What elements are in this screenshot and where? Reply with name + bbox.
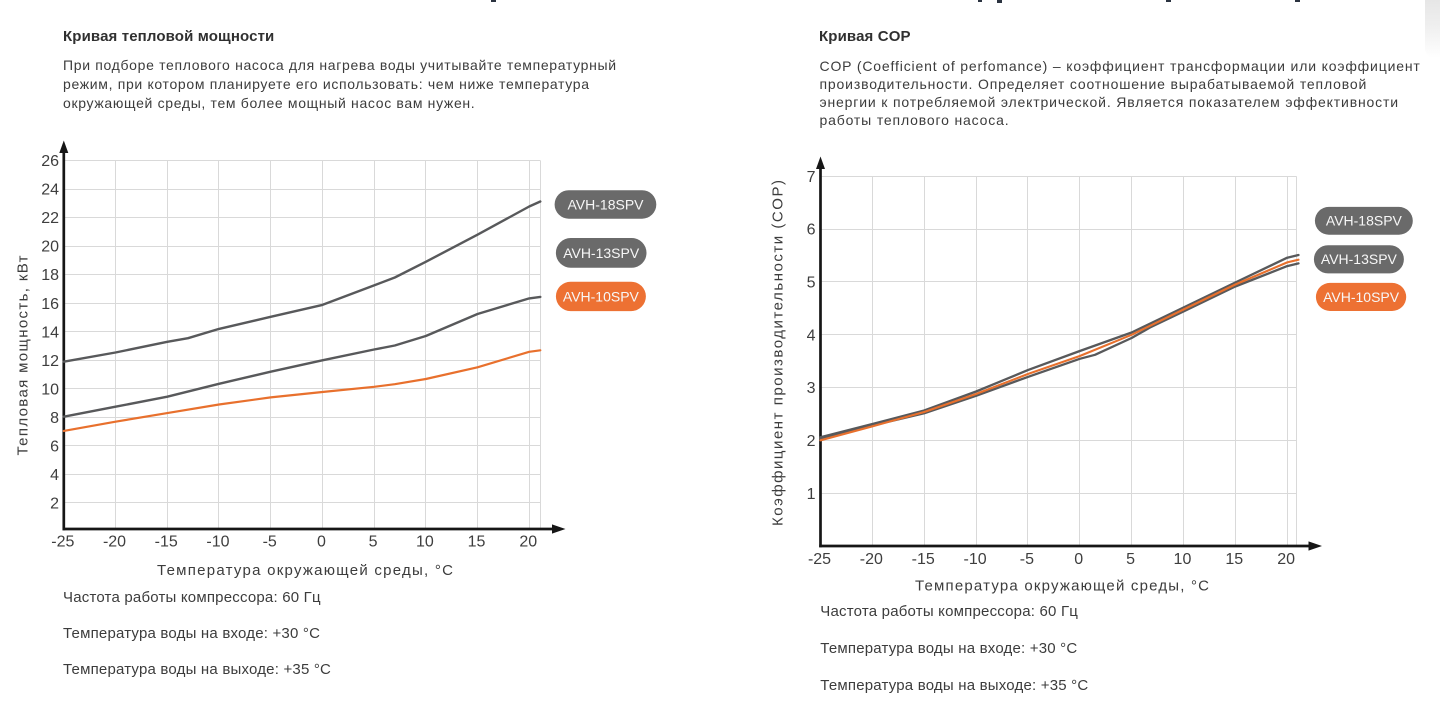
- svg-text:5: 5: [1126, 551, 1135, 568]
- svg-text:Тепловая мощность, кВт: Тепловая мощность, кВт: [15, 255, 32, 455]
- svg-text:-10: -10: [963, 551, 986, 568]
- svg-text:-15: -15: [155, 533, 178, 550]
- svg-text:Температура окружающей среды,: Температура окружающей среды, °C: [157, 562, 453, 579]
- svg-text:20: 20: [1277, 551, 1295, 568]
- svg-text:8: 8: [50, 410, 59, 427]
- svg-text:AVH-10SPV: AVH-10SPV: [563, 288, 640, 304]
- svg-text:5: 5: [369, 533, 378, 550]
- svg-text:0: 0: [317, 533, 326, 550]
- svg-text:26: 26: [41, 153, 59, 170]
- svg-text:AVH-13SPV: AVH-13SPV: [1321, 251, 1398, 267]
- svg-text:10: 10: [41, 381, 59, 398]
- svg-text:-25: -25: [51, 533, 74, 550]
- svg-text:15: 15: [1225, 551, 1243, 568]
- svg-text:6: 6: [50, 438, 59, 455]
- svg-text:Температура окружающей среды,: Температура окружающей среды, °C: [915, 577, 1209, 594]
- svg-text:10: 10: [416, 533, 434, 550]
- svg-text:5: 5: [807, 275, 816, 292]
- svg-text:Коэффициент производительности: Коэффициент производительности (COP): [770, 180, 787, 526]
- svg-text:4: 4: [50, 467, 59, 484]
- svg-text:0: 0: [1074, 551, 1083, 568]
- svg-text:-15: -15: [912, 551, 935, 568]
- svg-text:3: 3: [807, 380, 816, 397]
- svg-text:2: 2: [50, 496, 59, 513]
- svg-text:-5: -5: [263, 533, 277, 550]
- svg-text:1: 1: [807, 486, 816, 503]
- svg-text:2: 2: [807, 433, 816, 450]
- svg-text:22: 22: [41, 210, 59, 227]
- svg-text:16: 16: [41, 296, 59, 313]
- svg-text:18: 18: [41, 267, 59, 284]
- svg-text:15: 15: [468, 533, 486, 550]
- svg-text:24: 24: [41, 182, 59, 199]
- svg-text:-20: -20: [860, 551, 883, 568]
- svg-text:-20: -20: [103, 533, 126, 550]
- svg-text:AVH-13SPV: AVH-13SPV: [563, 245, 640, 261]
- svg-text:AVH-10SPV: AVH-10SPV: [1323, 289, 1400, 305]
- svg-text:-5: -5: [1020, 551, 1034, 568]
- svg-text:10: 10: [1174, 551, 1192, 568]
- svg-text:6: 6: [807, 222, 816, 239]
- svg-text:4: 4: [807, 327, 816, 344]
- svg-text:20: 20: [41, 239, 59, 256]
- svg-text:-25: -25: [808, 551, 831, 568]
- svg-text:12: 12: [41, 353, 59, 370]
- svg-text:20: 20: [519, 533, 537, 550]
- svg-text:7: 7: [807, 169, 816, 186]
- svg-text:AVH-18SPV: AVH-18SPV: [1326, 213, 1403, 229]
- svg-text:AVH-18SPV: AVH-18SPV: [568, 196, 645, 212]
- svg-text:14: 14: [41, 324, 59, 341]
- svg-text:-10: -10: [206, 533, 229, 550]
